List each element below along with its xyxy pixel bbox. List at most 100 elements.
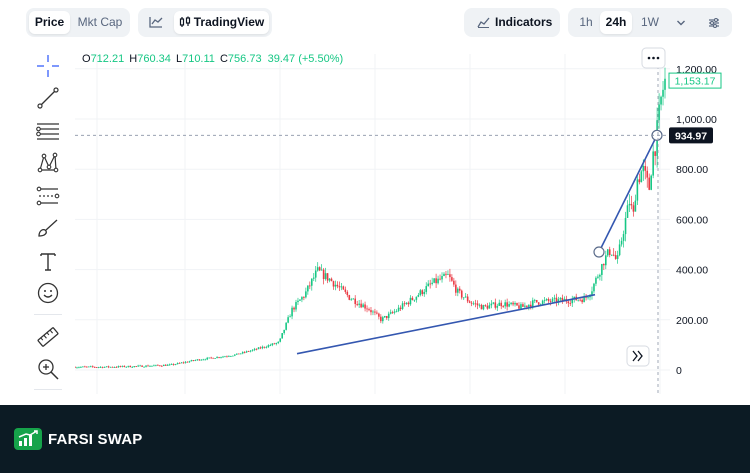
candle-body <box>257 347 260 350</box>
candle-body <box>581 299 583 303</box>
crosshair-tool[interactable] <box>34 52 62 80</box>
candle-body <box>82 366 84 368</box>
candle-body <box>535 299 538 303</box>
candle-body <box>569 303 572 304</box>
candle-body <box>214 358 216 359</box>
projection-tool[interactable] <box>34 182 62 210</box>
candle-body <box>407 302 410 305</box>
candle-body <box>460 290 463 298</box>
tradingview-button[interactable]: TradingView <box>174 11 269 34</box>
candle-body <box>636 179 639 201</box>
candle-body <box>395 310 398 312</box>
chart-settings-button[interactable] <box>701 11 727 34</box>
candle-body <box>494 302 497 308</box>
candle-body <box>352 298 355 300</box>
indicators-icon <box>477 17 490 28</box>
indicators-button[interactable]: Indicators <box>464 8 560 37</box>
chart-grid <box>75 54 670 394</box>
emoji-tool[interactable] <box>34 279 62 307</box>
timeframe-1w[interactable]: 1W <box>641 15 659 29</box>
text-icon <box>40 253 56 271</box>
candle-body <box>366 308 368 310</box>
candle-body <box>200 359 203 361</box>
measure-tool[interactable] <box>34 323 62 351</box>
candle-body <box>180 362 183 364</box>
zoom-tool[interactable] <box>34 355 62 383</box>
price-axis: 1,200.001,000.00800.00600.00400.00200.00… <box>676 64 717 377</box>
tab-price[interactable]: Price <box>29 11 70 34</box>
candle-body <box>437 278 439 284</box>
ruler-icon <box>37 327 59 347</box>
candle-body <box>376 312 378 314</box>
candle-body <box>342 286 345 290</box>
last-price-badge <box>668 72 722 89</box>
candle-body <box>399 307 402 309</box>
candle-body <box>583 296 585 303</box>
candle-body <box>312 277 315 279</box>
y-tick-label: 400.00 <box>676 265 708 277</box>
candle-body <box>431 282 433 284</box>
y-tick-label: 0 <box>676 365 682 377</box>
candle-body <box>178 362 181 364</box>
candle-body <box>109 366 112 368</box>
candle-body <box>182 362 185 364</box>
candle-body <box>563 298 566 301</box>
chart-canvas[interactable]: 1,200.001,000.00800.00600.00400.00200.00… <box>74 44 725 400</box>
candle-body <box>249 350 252 352</box>
tab-mkt-cap[interactable]: Mkt Cap <box>77 15 123 29</box>
candle-body <box>439 278 441 280</box>
candle-body <box>328 278 331 281</box>
candle-body <box>88 366 90 368</box>
candle-body <box>340 286 343 288</box>
candle-body <box>374 311 376 313</box>
candle-body <box>482 305 485 310</box>
candle-body <box>557 299 560 303</box>
candle-body <box>74 366 76 368</box>
last-price-label: 1,153.17 <box>675 76 716 88</box>
line-chart-button[interactable] <box>141 11 171 34</box>
scroll-to-latest-button[interactable] <box>626 345 650 367</box>
candle-body <box>510 302 512 305</box>
pattern-tool[interactable] <box>34 149 62 177</box>
timeframe-24h[interactable]: 24h <box>600 11 632 34</box>
crosshair-price-badge <box>669 127 713 144</box>
candle-body <box>612 254 615 256</box>
toolbar-divider <box>34 314 62 315</box>
more-dots-icon <box>647 56 651 60</box>
candle-body <box>496 305 499 308</box>
brush-tool[interactable] <box>34 214 62 242</box>
smiley-icon <box>37 282 59 304</box>
candle-body <box>307 285 309 292</box>
candle-body <box>462 297 465 299</box>
candle-body <box>230 356 232 357</box>
price-chart[interactable]: 1,200.00 1,000.00 800.00 600.00 400.00 200.00… <box>74 44 725 400</box>
support-trendline <box>296 293 596 355</box>
candle-body <box>281 333 283 339</box>
more-options-button[interactable] <box>641 47 666 69</box>
candle-body <box>378 313 380 317</box>
candle-body <box>261 346 264 349</box>
candle-body <box>547 299 550 301</box>
ohlc-change: 39.47 (+5.50%) <box>267 53 344 65</box>
text-tool[interactable] <box>34 247 62 275</box>
candle-body <box>468 301 471 303</box>
candle-body <box>299 299 301 301</box>
candle-body <box>425 286 428 292</box>
timeframe-dropdown[interactable] <box>670 11 692 34</box>
candle-body <box>364 304 366 309</box>
candle-body <box>628 203 631 206</box>
fib-retracement-tool[interactable] <box>34 117 62 145</box>
candle-body <box>622 234 625 241</box>
candle-body <box>476 303 479 306</box>
candle-body <box>119 366 122 367</box>
trendline-tool[interactable] <box>34 84 62 112</box>
ohlc-open: 712.21 <box>90 53 125 65</box>
candle-body <box>309 285 311 287</box>
candle-body <box>330 278 333 282</box>
candle-body <box>164 364 167 366</box>
candle-body <box>541 300 544 305</box>
candle-body <box>484 305 487 306</box>
candle-body <box>372 311 374 313</box>
timeframe-1h[interactable]: 1h <box>579 15 593 29</box>
candle-body <box>457 288 459 293</box>
